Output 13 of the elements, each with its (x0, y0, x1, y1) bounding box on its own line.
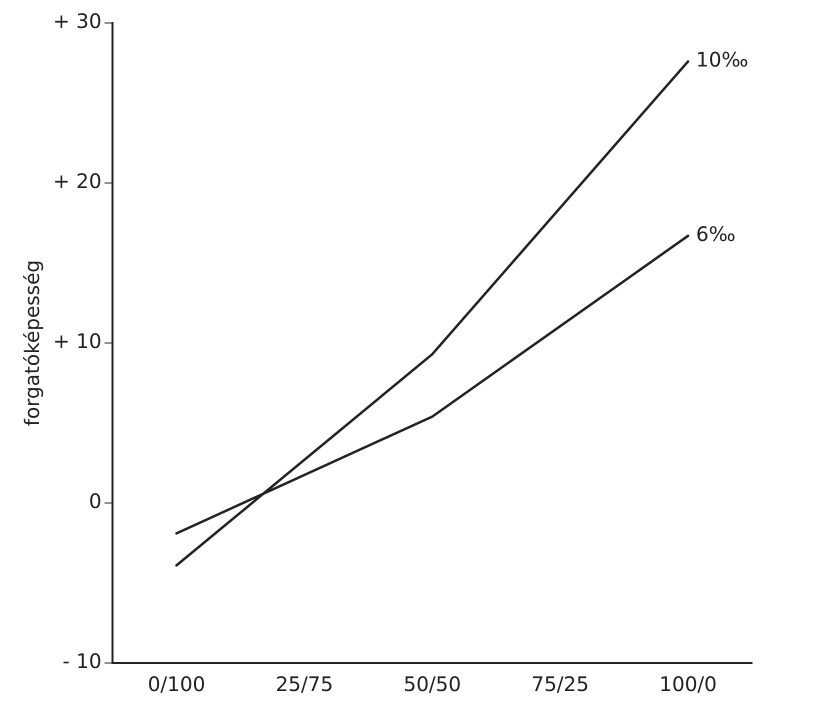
x-tick-label: 100/0 (659, 672, 717, 696)
y-axis-title: forgatóképesség (20, 260, 44, 426)
y-tick-label: + 30 (52, 9, 102, 34)
y-tick-label: + 20 (52, 169, 102, 194)
y-tick-label: - 10 (62, 649, 102, 674)
y-tick-label: 0 (88, 489, 102, 514)
x-tick-label: 75/25 (531, 672, 589, 696)
series-label: 6‰ (696, 222, 736, 246)
y-tick-label: + 10 (52, 329, 102, 354)
x-tick-label: 0/100 (148, 672, 206, 696)
x-tick-label: 25/75 (276, 672, 334, 696)
x-tick-label: 50/50 (403, 672, 462, 696)
series-label: 10‰ (696, 48, 748, 72)
